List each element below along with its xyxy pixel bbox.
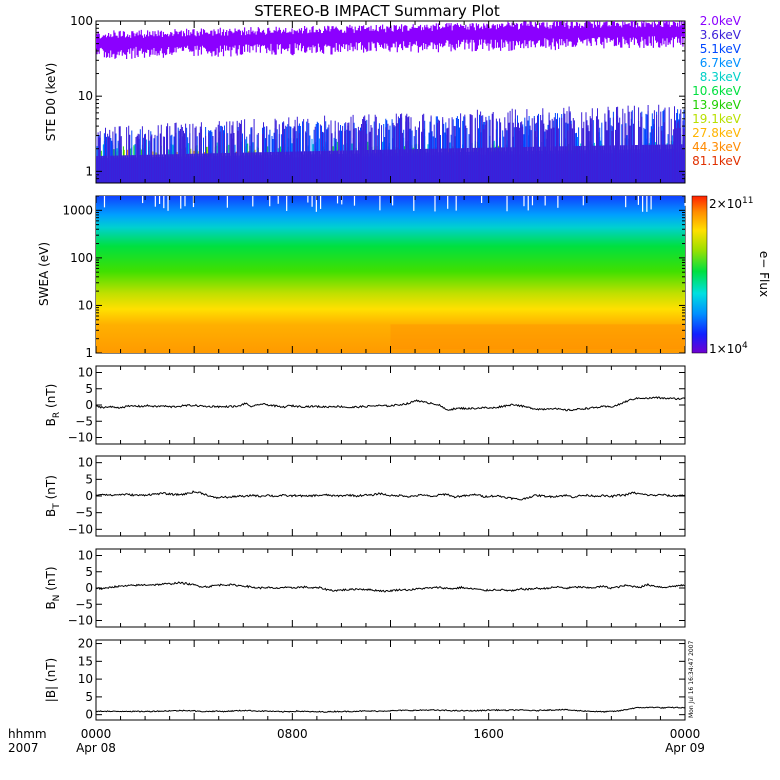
bmag-plot-frame (95, 639, 686, 721)
colorbar-min-label: 1×104 (709, 341, 748, 356)
bt-ytick-label: 0 (85, 489, 93, 503)
swea-heatmap (96, 196, 686, 353)
swea-ylabel: SWEA (eV) (37, 242, 51, 306)
ste-legend: 2.0keV3.6keV5.1keV6.7keV8.3keV10.6keV13.… (692, 14, 742, 168)
bn-ytick-label: 10 (78, 549, 93, 563)
colorbar-max-label: 2×1011 (709, 196, 753, 211)
swea-low-energy-enhancement (390, 324, 685, 350)
time-tick-date: Apr 08 (76, 741, 116, 755)
bmag-panel: |B| (nT) Mon Jul 16 16:34:47 2007 (44, 639, 695, 721)
bmag-ylabel: |B| (nT) (44, 658, 58, 702)
br-ytick-label: 5 (85, 382, 93, 396)
legend-entry: 5.1keV (700, 42, 742, 56)
legend-entry: 27.8keV (692, 126, 742, 140)
legend-entry: 10.6keV (692, 84, 742, 98)
time-tick-date: Apr 09 (665, 741, 705, 755)
bt-ytick-label: 10 (78, 456, 93, 470)
bt-ytick-label: 5 (85, 472, 93, 486)
swea-ytick-label: 10 (78, 298, 93, 312)
legend-entry: 2.0keV (700, 14, 742, 28)
bn-plot-frame (95, 548, 686, 628)
ste-ytick-label: 10 (78, 89, 93, 103)
time-tick-label: 0000 (670, 727, 701, 741)
time-tick-label: 1600 (473, 727, 504, 741)
time-axis-label-year: 2007 (8, 741, 39, 755)
ste-panel: STE D0 (keV) 2.0keV3.6keV5.1keV6.7keV8.3… (44, 14, 742, 184)
time-axis-label-hhmm: hhmm (8, 727, 47, 741)
legend-entry: 19.1keV (692, 112, 742, 126)
colorbar-label: e− Flux (757, 251, 771, 297)
swea-ytick-label: 1 (85, 346, 93, 360)
br-ytick-label: −5 (75, 414, 93, 428)
swea-flux-field (96, 196, 685, 353)
colorbar (691, 195, 708, 354)
br-series-line (95, 396, 686, 412)
bn-ytick-label: 0 (85, 581, 93, 595)
bn-series-line (95, 581, 686, 593)
time-tick-label: 0800 (277, 727, 308, 741)
chart-title: STEREO-B IMPACT Summary Plot (254, 2, 500, 20)
bm-ytick-label: 10 (78, 672, 93, 686)
legend-entry: 8.3keV (700, 70, 742, 84)
bm-ytick-label: 0 (85, 708, 93, 722)
br-ytick-label: −10 (68, 431, 93, 445)
ste-ytick-label: 1 (85, 164, 93, 178)
generation-timestamp: Mon Jul 16 16:34:47 2007 (688, 640, 695, 718)
br-ytick-label: 10 (78, 366, 93, 380)
ste-ylabel: STE D0 (keV) (44, 63, 58, 142)
bn-ytick-label: −5 (75, 597, 93, 611)
bt-ylabel: BT (nT) (44, 475, 62, 517)
bt-series-line (95, 490, 686, 501)
bm-ytick-label: 5 (85, 690, 93, 704)
br-panel: BR (nT) (44, 365, 686, 445)
legend-entry: 13.9keV (692, 98, 742, 112)
swea-ytick-label: 100 (70, 251, 93, 265)
swea-ytick-label: 1000 (62, 203, 93, 217)
time-tick-label: 0000 (81, 727, 112, 741)
bn-ytick-label: −10 (68, 614, 93, 628)
bt-ytick-label: −10 (68, 522, 93, 536)
br-ylabel: BR (nT) (44, 384, 62, 427)
ste-ytick-label: 100 (70, 14, 93, 28)
bn-ytick-label: 5 (85, 565, 93, 579)
bm-ytick-label: 20 (78, 637, 93, 651)
bn-ylabel: BN (nT) (44, 566, 62, 609)
bm-series-line (95, 706, 686, 713)
ste-series-group (96, 21, 685, 183)
bm-ytick-label: 15 (78, 654, 93, 668)
ste-series-3.6keV (96, 104, 685, 183)
legend-entry: 81.1keV (692, 154, 742, 168)
ste-series-2.0keV (96, 21, 685, 59)
bt-ytick-label: −5 (75, 506, 93, 520)
legend-entry: 3.6keV (700, 28, 742, 42)
br-ytick-label: 0 (85, 398, 93, 412)
legend-entry: 44.3keV (692, 140, 742, 154)
legend-entry: 6.7keV (700, 56, 742, 70)
